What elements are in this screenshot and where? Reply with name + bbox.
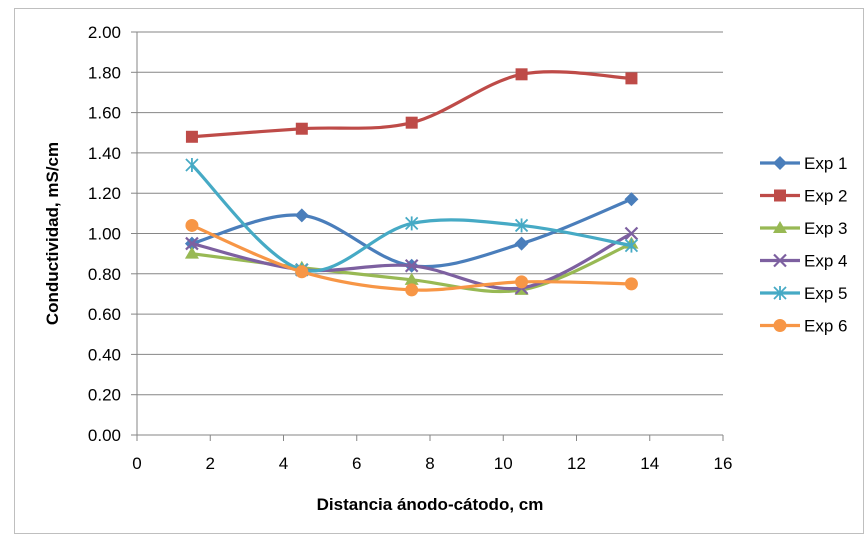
x-tick-label: 4	[279, 454, 288, 473]
y-tick-label: 0.80	[88, 265, 121, 284]
legend: Exp 1 Exp 2 Exp 3 Exp 4 Exp 5 Exp 6	[760, 154, 847, 336]
legend-label: Exp 6	[804, 317, 847, 336]
y-tick-label: 1.20	[88, 184, 121, 203]
legend-marker	[773, 253, 787, 268]
legend-label: Exp 3	[804, 219, 847, 238]
x-tick-label: 8	[425, 454, 434, 473]
data-point-exp-6	[405, 283, 419, 297]
data-point-exp-2	[625, 72, 638, 85]
y-tick-label: 0.00	[88, 426, 121, 445]
data-point-exp-5	[624, 238, 639, 253]
y-tick-label: 0.40	[88, 345, 121, 364]
x-tick-label: 10	[494, 454, 513, 473]
legend-marker	[773, 156, 787, 170]
data-point-exp-4	[624, 226, 639, 241]
x-tick-label: 0	[132, 454, 141, 473]
legend-item-exp-3: Exp 3	[760, 219, 847, 238]
series-exp-6	[185, 218, 638, 297]
x-tick-label: 2	[206, 454, 215, 473]
x-axis-title: Distancia ánodo-cátodo, cm	[317, 495, 544, 514]
legend-item-exp-1: Exp 1	[760, 154, 847, 173]
data-point-exp-6	[295, 265, 309, 279]
legend-label: Exp 5	[804, 284, 847, 303]
x-tick-label: 12	[567, 454, 586, 473]
legend-item-exp-2: Exp 2	[760, 187, 847, 206]
y-tick-label: 1.60	[88, 104, 121, 123]
data-point-exp-5	[185, 157, 199, 172]
x-tick-label: 6	[352, 454, 361, 473]
legend-marker	[773, 319, 787, 332]
data-point-exp-1	[624, 192, 639, 207]
data-point-exp-4	[185, 236, 199, 251]
y-axis-title: Conductividad, mS/cm	[43, 142, 62, 325]
series-line-exp-5	[190, 163, 632, 273]
legend-marker	[773, 286, 787, 300]
y-tick-label: 1.00	[88, 225, 121, 244]
data-point-exp-6	[515, 275, 529, 289]
legend-item-exp-4: Exp 4	[760, 252, 847, 271]
x-tick-label: 14	[640, 454, 659, 473]
y-tick-label: 1.40	[88, 144, 121, 163]
data-point-exp-5	[405, 216, 419, 231]
data-point-exp-5	[514, 218, 529, 233]
legend-label: Exp 1	[804, 154, 847, 173]
y-tick-label: 1.80	[88, 63, 121, 82]
data-point-exp-2	[515, 68, 528, 81]
legend-label: Exp 4	[804, 252, 847, 271]
data-point-exp-1	[294, 208, 309, 223]
legend-label: Exp 2	[804, 187, 847, 206]
legend-marker	[774, 189, 786, 202]
data-point-exp-6	[185, 218, 199, 232]
data-point-exp-2	[185, 130, 198, 143]
data-point-exp-2	[295, 122, 308, 135]
data-point-exp-2	[405, 116, 418, 129]
data-point-exp-3	[404, 272, 419, 285]
y-tick-label: 2.00	[88, 23, 121, 42]
data-point-exp-4	[404, 258, 419, 273]
y-tick-label: 0.20	[88, 386, 121, 405]
data-point-exp-3	[184, 246, 199, 259]
data-point-exp-1	[514, 236, 529, 251]
y-tick-label: 0.60	[88, 305, 121, 324]
x-tick-label: 16	[714, 454, 733, 473]
legend-item-exp-6: Exp 6	[760, 317, 847, 336]
legend-marker	[773, 221, 787, 233]
data-point-exp-6	[624, 277, 638, 291]
legend-item-exp-5: Exp 5	[760, 284, 847, 303]
series-exp-2	[185, 68, 638, 143]
